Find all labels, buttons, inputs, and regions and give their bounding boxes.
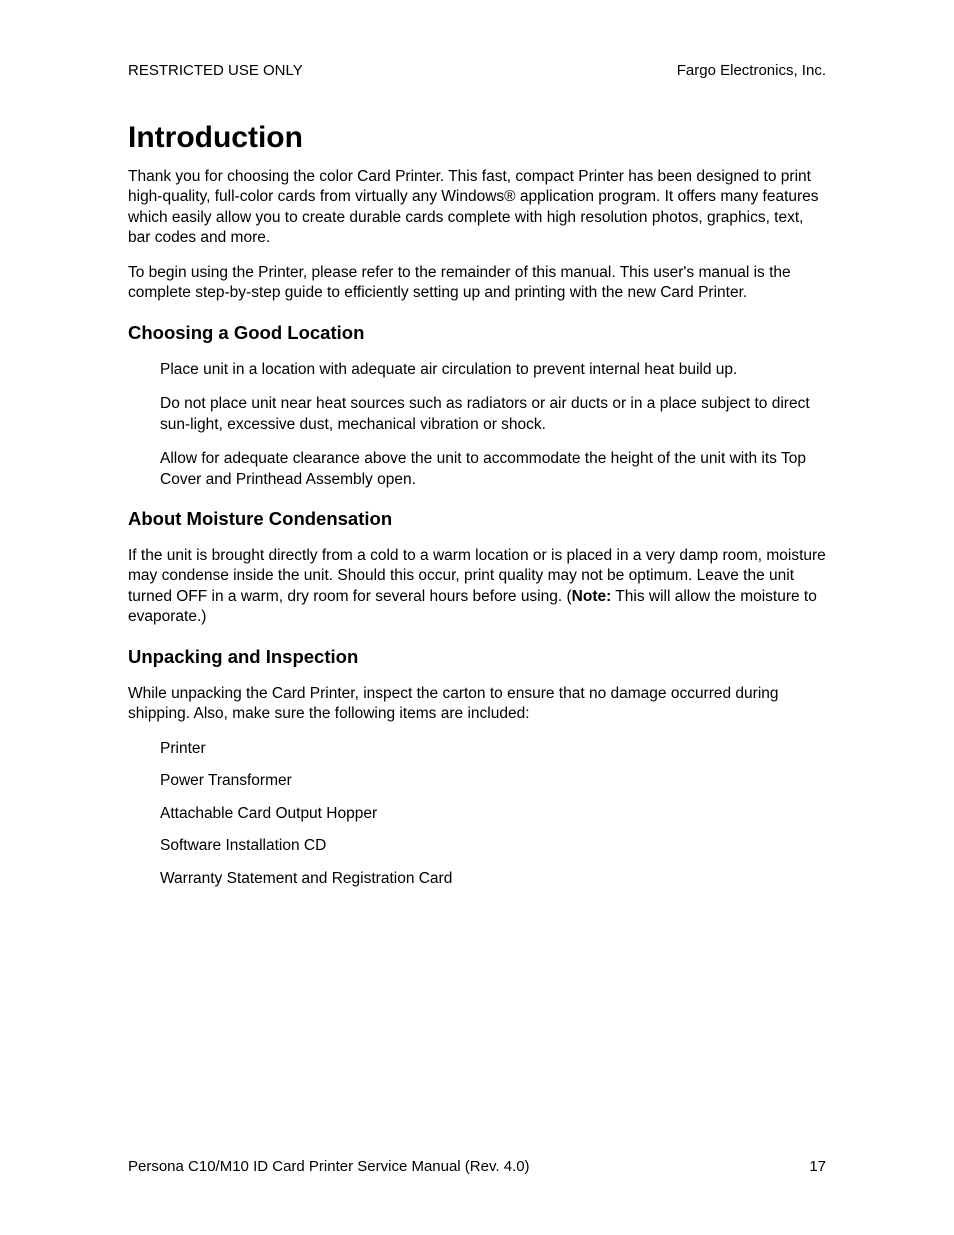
unpacking-list: Printer Power Transformer Attachable Car… [128, 739, 826, 889]
list-item: Attachable Card Output Hopper [160, 804, 826, 824]
header-left: RESTRICTED USE ONLY [128, 62, 303, 79]
location-list: Place unit in a location with adequate a… [128, 360, 826, 490]
section-heading-moisture: About Moisture Condensation [128, 508, 826, 530]
section-heading-location: Choosing a Good Location [128, 322, 826, 344]
list-item: Printer [160, 739, 826, 759]
list-item: Power Transformer [160, 771, 826, 791]
footer-left: Persona C10/M10 ID Card Printer Service … [128, 1158, 530, 1175]
unpacking-intro: While unpacking the Card Printer, inspec… [128, 684, 826, 725]
moisture-paragraph: If the unit is brought directly from a c… [128, 546, 826, 628]
location-item: Place unit in a location with adequate a… [160, 360, 826, 380]
page-title: Introduction [128, 121, 826, 155]
page-header: RESTRICTED USE ONLY Fargo Electronics, I… [128, 62, 826, 79]
location-item: Allow for adequate clearance above the u… [160, 449, 826, 490]
document-page: RESTRICTED USE ONLY Fargo Electronics, I… [0, 0, 954, 1235]
section-heading-unpacking: Unpacking and Inspection [128, 646, 826, 668]
list-item: Software Installation CD [160, 836, 826, 856]
location-item: Do not place unit near heat sources such… [160, 394, 826, 435]
page-number: 17 [809, 1158, 826, 1175]
list-item: Warranty Statement and Registration Card [160, 869, 826, 889]
page-footer: Persona C10/M10 ID Card Printer Service … [128, 1158, 826, 1175]
intro-paragraph-2: To begin using the Printer, please refer… [128, 263, 826, 304]
note-label: Note: [572, 588, 612, 605]
intro-paragraph-1: Thank you for choosing the color Card Pr… [128, 167, 826, 249]
header-right: Fargo Electronics, Inc. [677, 62, 826, 79]
